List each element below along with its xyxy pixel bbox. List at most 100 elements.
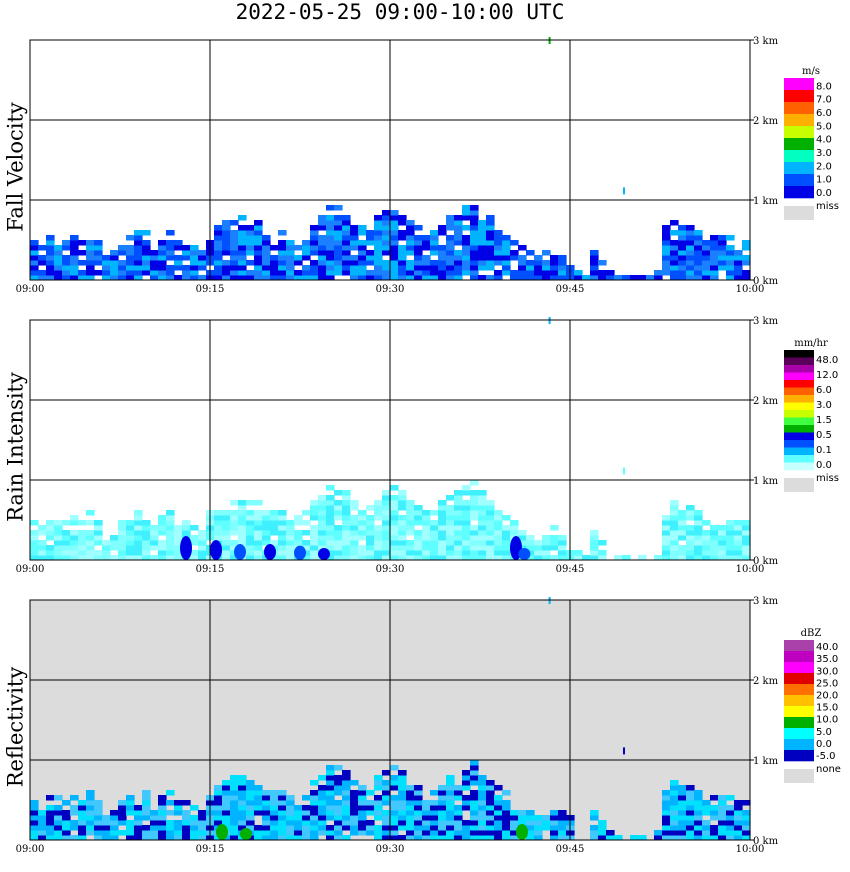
echo-cell: [718, 795, 727, 801]
echo-cell: [382, 240, 391, 246]
legend-label: 0.5: [816, 430, 832, 441]
echo-cell: [414, 540, 423, 546]
echo-cell: [494, 235, 503, 241]
echo-cell: [254, 785, 263, 791]
echo-cell: [30, 835, 39, 841]
echo-cell: [726, 545, 735, 551]
echo-cell: [166, 525, 175, 531]
echo-cell: [478, 275, 487, 281]
echo-cell: [630, 275, 639, 281]
echo-cell: [598, 260, 607, 266]
echo-cell: [166, 835, 175, 841]
echo-cell: [254, 800, 263, 806]
echo-cell: [502, 805, 511, 811]
echo-cell: [350, 810, 359, 816]
echo-cell: [382, 245, 391, 251]
echo-cell: [134, 230, 143, 236]
echo-cell: [142, 800, 151, 806]
echo-cell: [726, 255, 735, 261]
echo-cell: [238, 265, 247, 271]
echo-cell: [238, 235, 247, 241]
echo-cell: [670, 525, 679, 531]
echo-cell: [310, 835, 319, 841]
echo-cell: [262, 265, 271, 271]
echo-cell: [350, 225, 359, 231]
echo-cell: [46, 820, 55, 826]
precipitation-field: [30, 760, 751, 841]
echo-cell: [310, 820, 319, 826]
echo-cell: [382, 800, 391, 806]
echo-cell: [286, 270, 295, 276]
echo-cell: [662, 810, 671, 816]
echo-cell: [494, 520, 503, 526]
echo-cell: [702, 245, 711, 251]
echo-cell: [278, 810, 287, 816]
echo-cell: [478, 830, 487, 836]
echo-cell: [334, 545, 343, 551]
echo-cell: [382, 505, 391, 511]
echo-cell: [230, 235, 239, 241]
echo-cell: [686, 805, 695, 811]
echo-cell: [710, 270, 719, 276]
echo-cell: [502, 530, 511, 536]
echo-cell: [598, 270, 607, 276]
echo-cell: [190, 555, 199, 561]
echo-cell: [534, 555, 543, 561]
echo-cell: [670, 500, 679, 506]
echo-cell: [350, 500, 359, 506]
echo-cell: [454, 550, 463, 556]
intense-core: [180, 536, 192, 560]
echo-cell: [142, 540, 151, 546]
echo-cell: [166, 250, 175, 256]
echo-cell: [678, 810, 687, 816]
echo-cell: [78, 825, 87, 831]
echo-cell: [70, 275, 79, 281]
echo-cell: [70, 255, 79, 261]
echo-cell: [678, 795, 687, 801]
echo-cell: [734, 800, 743, 806]
echo-cell: [70, 265, 79, 271]
echo-cell: [462, 505, 471, 511]
echo-cell: [478, 255, 487, 261]
echo-cell: [438, 525, 447, 531]
echo-cell: [542, 815, 551, 821]
echo-cell: [470, 790, 479, 796]
echo-cell: [710, 550, 719, 556]
echo-cell: [54, 530, 63, 536]
echo-cell: [310, 240, 319, 246]
echo-cell: [694, 815, 703, 821]
echo-cell: [470, 265, 479, 271]
echo-cell: [614, 835, 623, 841]
echo-cell: [694, 525, 703, 531]
echo-cell: [62, 240, 71, 246]
echo-cell: [390, 500, 399, 506]
echo-cell: [670, 780, 679, 786]
echo-cell: [126, 245, 135, 251]
echo-cell: [326, 810, 335, 816]
echo-cell: [686, 550, 695, 556]
echo-cell: [222, 835, 231, 841]
echo-cell: [726, 270, 735, 276]
echo-cell: [230, 245, 239, 251]
echo-cell: [518, 270, 527, 276]
echo-cell: [382, 795, 391, 801]
echo-cell: [270, 790, 279, 796]
legend-swatch: [784, 174, 814, 187]
echo-cell: [734, 265, 743, 271]
echo-cell: [678, 785, 687, 791]
legend-swatch: [784, 150, 814, 163]
echo-cell: [190, 275, 199, 281]
echo-cell: [670, 250, 679, 256]
echo-cell: [390, 235, 399, 241]
echo-cell: [78, 835, 87, 841]
echo-cell: [326, 235, 335, 241]
echo-cell: [310, 270, 319, 276]
echo-cell: [94, 835, 103, 841]
echo-cell: [374, 275, 383, 281]
echo-cell: [454, 275, 463, 281]
legend-label: 0.1: [816, 445, 832, 456]
echo-cell: [286, 240, 295, 246]
echo-cell: [366, 535, 375, 541]
echo-cell: [678, 515, 687, 521]
echo-cell: [62, 830, 71, 836]
